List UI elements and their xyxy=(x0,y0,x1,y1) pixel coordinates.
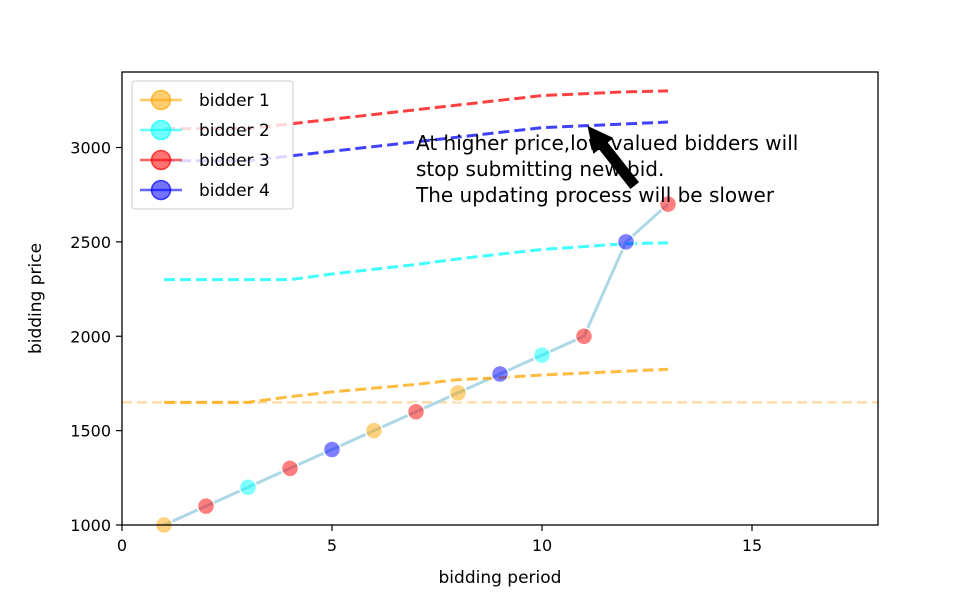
x-tick-label: 5 xyxy=(327,536,337,555)
price-marker xyxy=(658,194,678,214)
annotation-text-line: The updating process will be slower xyxy=(415,183,775,207)
legend-marker xyxy=(150,119,172,141)
series-line-bidder-2 xyxy=(164,241,669,282)
series-line-bidder-1 xyxy=(164,367,669,404)
price-marker xyxy=(574,327,594,346)
price-marker xyxy=(532,345,552,365)
y-axis-label: bidding price xyxy=(26,243,46,354)
legend-label: bidder 3 xyxy=(199,151,270,171)
price-marker xyxy=(406,402,426,421)
price-marker xyxy=(616,232,636,252)
price-marker xyxy=(448,383,468,403)
x-tick-label: 10 xyxy=(532,536,552,555)
price-marker xyxy=(490,364,510,384)
legend-box xyxy=(131,80,294,210)
legend-label: bidder 2 xyxy=(199,121,270,141)
x-axis-label: bidding period xyxy=(439,568,562,588)
y-tick-label: 3000 xyxy=(70,139,111,158)
price-marker xyxy=(364,421,384,440)
price-marker xyxy=(280,459,300,478)
annotation-arrow xyxy=(587,125,640,190)
plot-frame xyxy=(121,71,879,526)
legend-marker xyxy=(150,149,172,171)
legend-marker xyxy=(150,89,172,111)
price-marker xyxy=(196,496,216,516)
price-marker xyxy=(322,440,342,459)
legend-label: bidder 4 xyxy=(199,181,270,201)
y-tick-label: 2500 xyxy=(70,233,111,252)
annotation-text-line: stop submitting new bid. xyxy=(416,157,664,181)
x-tick-label: 0 xyxy=(117,536,127,555)
y-tick-label: 2000 xyxy=(70,327,111,346)
legend-marker xyxy=(150,179,172,201)
annotation-text-line: At higher price,low valued bidders will xyxy=(416,131,798,155)
y-tick-label: 1000 xyxy=(70,516,111,535)
y-tick-label: 1500 xyxy=(70,422,111,441)
legend-label: bidder 1 xyxy=(199,91,270,111)
x-tick-label: 15 xyxy=(742,536,762,555)
price-marker xyxy=(238,478,258,497)
